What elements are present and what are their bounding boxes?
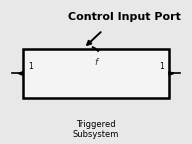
Text: Control Input Port: Control Input Port — [68, 12, 181, 22]
Polygon shape — [18, 72, 23, 75]
Text: 1: 1 — [159, 62, 164, 71]
Bar — [25, 50, 170, 99]
Text: Triggered
Subsystem: Triggered Subsystem — [73, 120, 119, 139]
Text: f: f — [94, 58, 98, 67]
Bar — [23, 49, 169, 98]
Text: 1: 1 — [28, 62, 33, 71]
Polygon shape — [169, 72, 174, 75]
